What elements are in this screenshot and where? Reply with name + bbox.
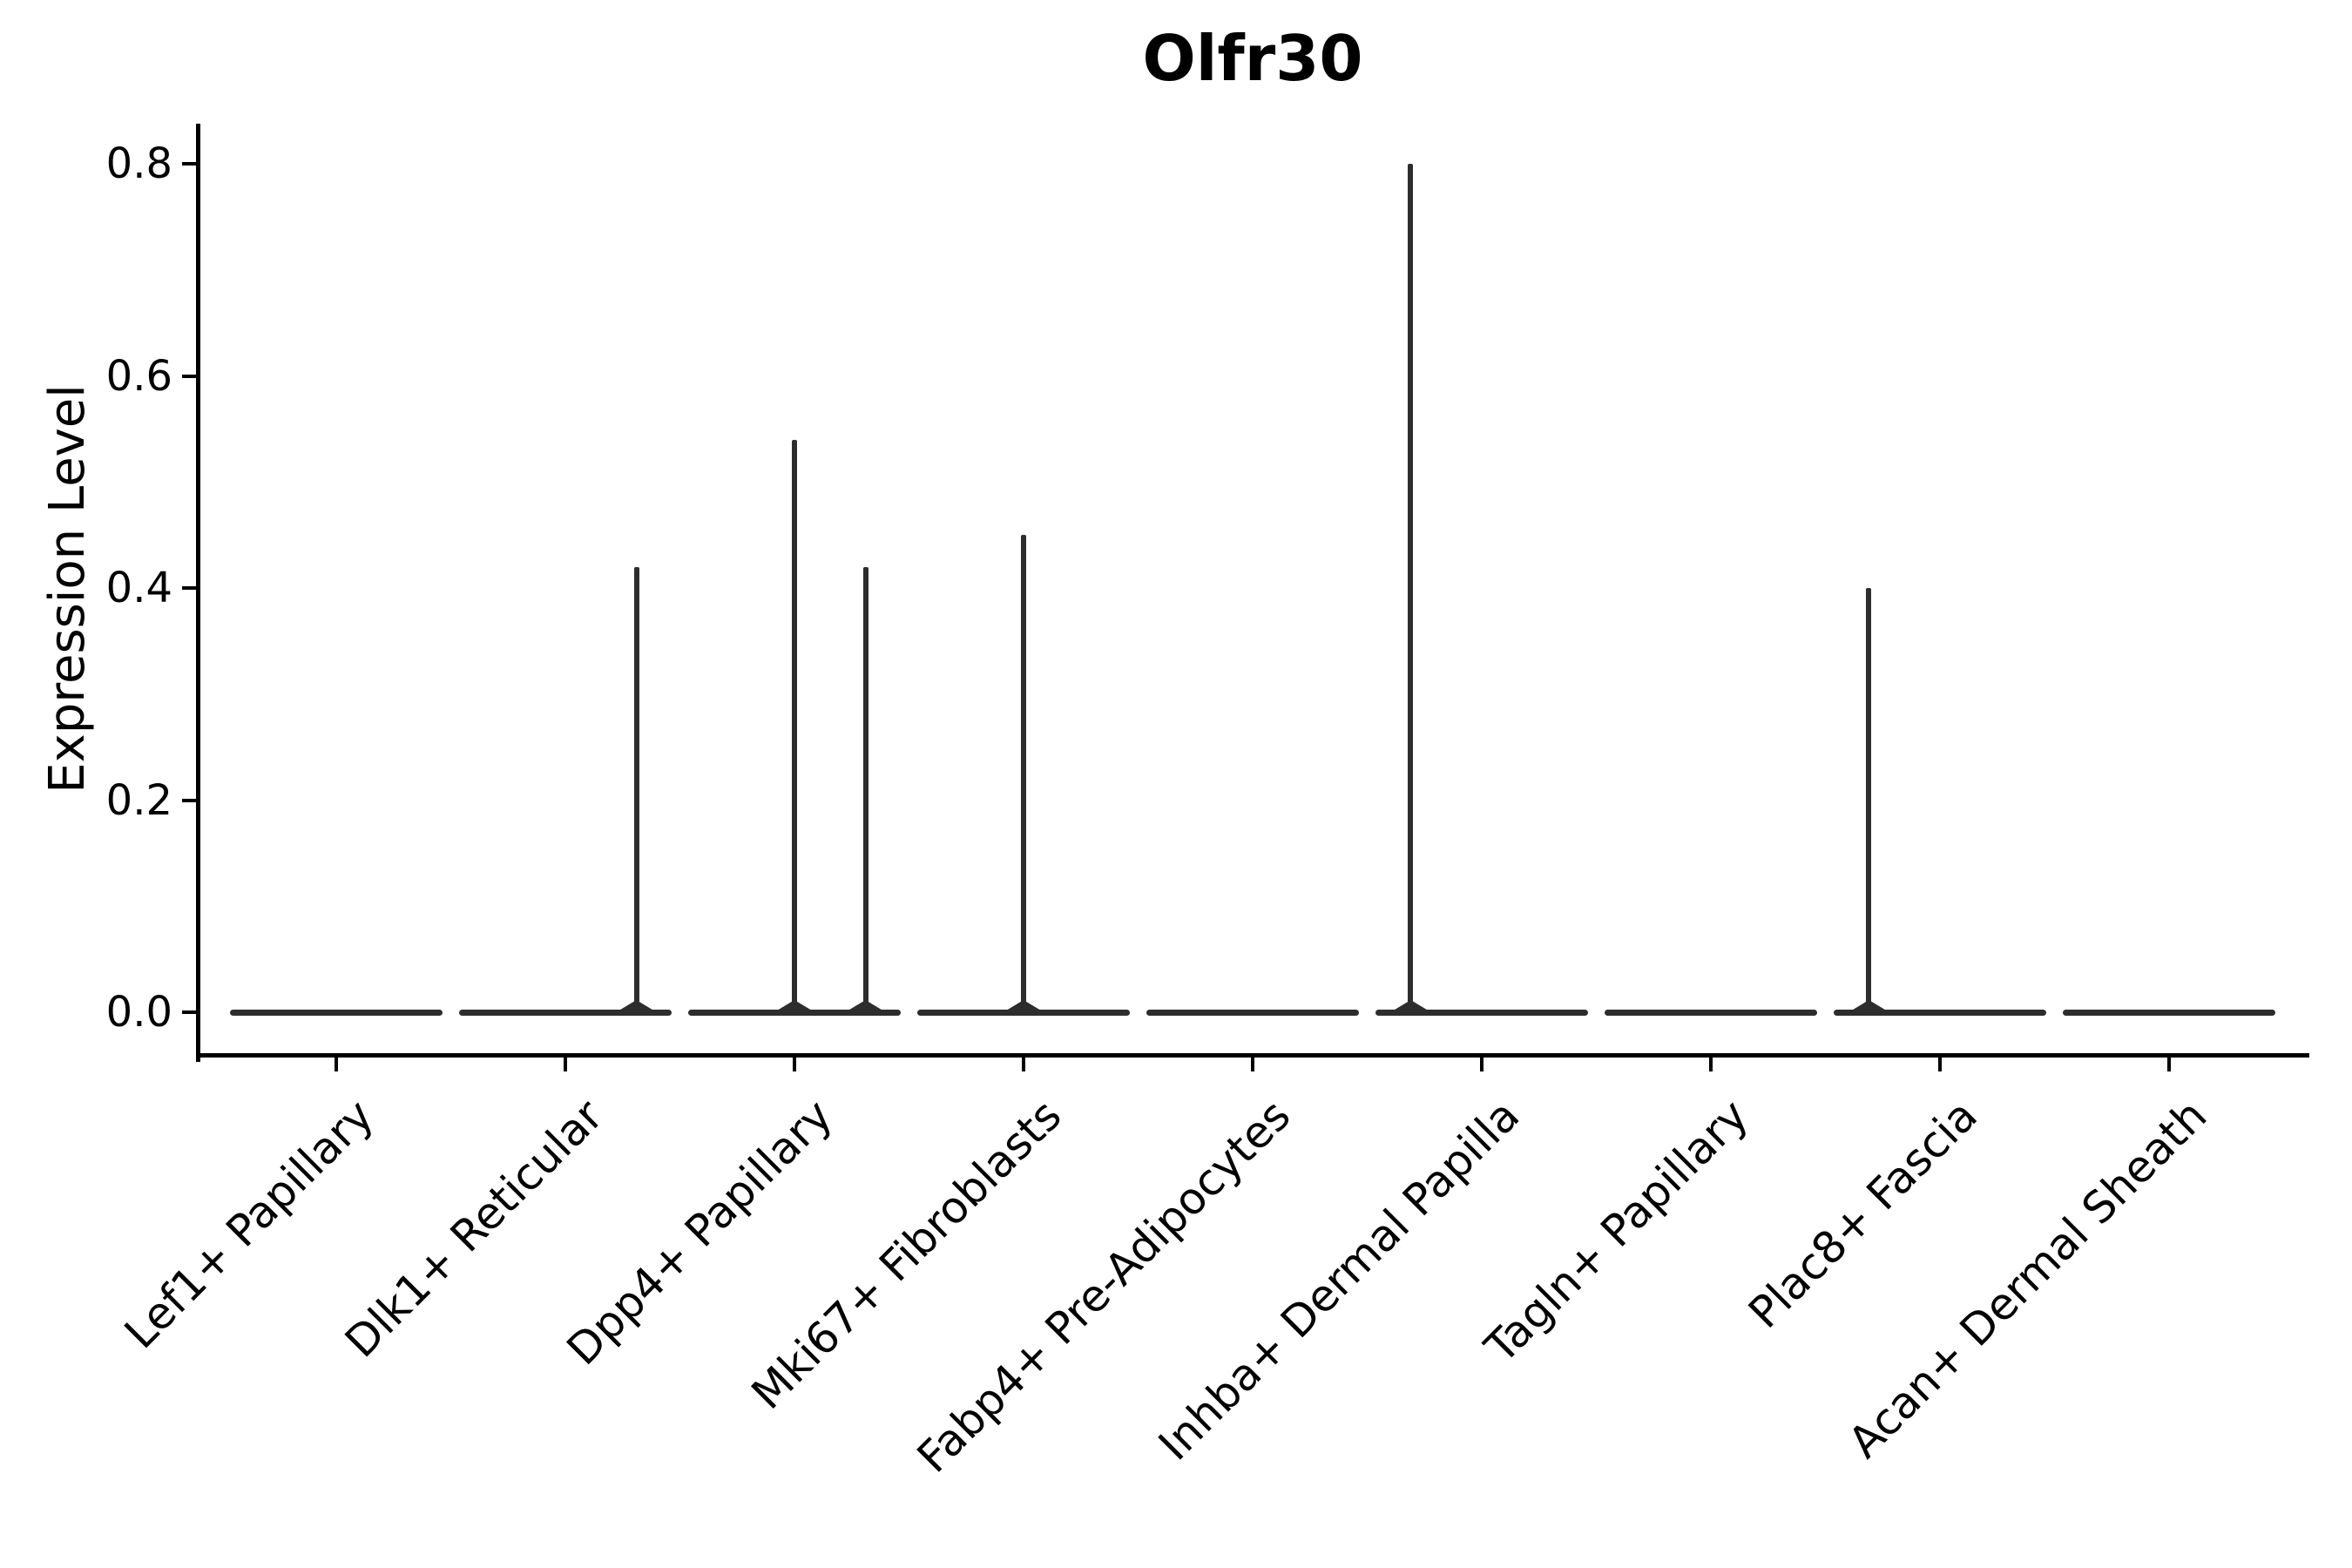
x-tick-mark — [564, 1058, 567, 1071]
x-tick-label: Plac8+ Fascia — [1739, 1090, 1988, 1339]
x-tick-mark — [793, 1058, 796, 1071]
x-tick-label: Fabp4+ Pre-Adipocytes — [907, 1090, 1301, 1483]
violin-spike — [633, 566, 639, 1015]
y-tick-label: 0.6 — [105, 351, 172, 401]
chart-title: Olfr30 — [1142, 22, 1363, 95]
x-axis-spine — [196, 1053, 2309, 1058]
violin-spike — [792, 439, 797, 1015]
violin-base — [1605, 1009, 1817, 1016]
violin-base — [1375, 1009, 1588, 1016]
x-tick-mark — [1480, 1058, 1484, 1071]
y-tick-mark — [182, 798, 196, 802]
x-tick-mark — [2167, 1058, 2171, 1071]
x-tick-mark — [1709, 1058, 1713, 1071]
violin-base — [1834, 1009, 2046, 1016]
x-tick-mark — [1022, 1058, 1025, 1071]
violin-base — [1146, 1009, 1359, 1016]
violin-base — [459, 1009, 672, 1016]
x-tick-mark — [1938, 1058, 1942, 1071]
y-tick-mark — [182, 162, 196, 166]
violin-base — [230, 1009, 443, 1016]
violin-base — [2063, 1009, 2275, 1016]
y-tick-mark — [182, 374, 196, 378]
y-tick-label: 0.2 — [105, 775, 172, 825]
x-tick-mark — [335, 1058, 338, 1071]
y-tick-label: 0.0 — [105, 988, 172, 1037]
violin-spike — [1866, 588, 1872, 1015]
y-axis-spine — [196, 124, 200, 1062]
x-tick-mark — [1251, 1058, 1254, 1071]
violin-spike — [1021, 535, 1026, 1015]
y-tick-mark — [182, 1010, 196, 1014]
y-tick-label: 0.4 — [105, 564, 172, 612]
violin-spike — [1408, 164, 1414, 1015]
violin-spike — [862, 566, 868, 1015]
y-tick-mark — [182, 586, 196, 590]
y-tick-label: 0.8 — [105, 139, 172, 188]
x-tick-label: Lef1+ Papillary — [115, 1090, 384, 1359]
